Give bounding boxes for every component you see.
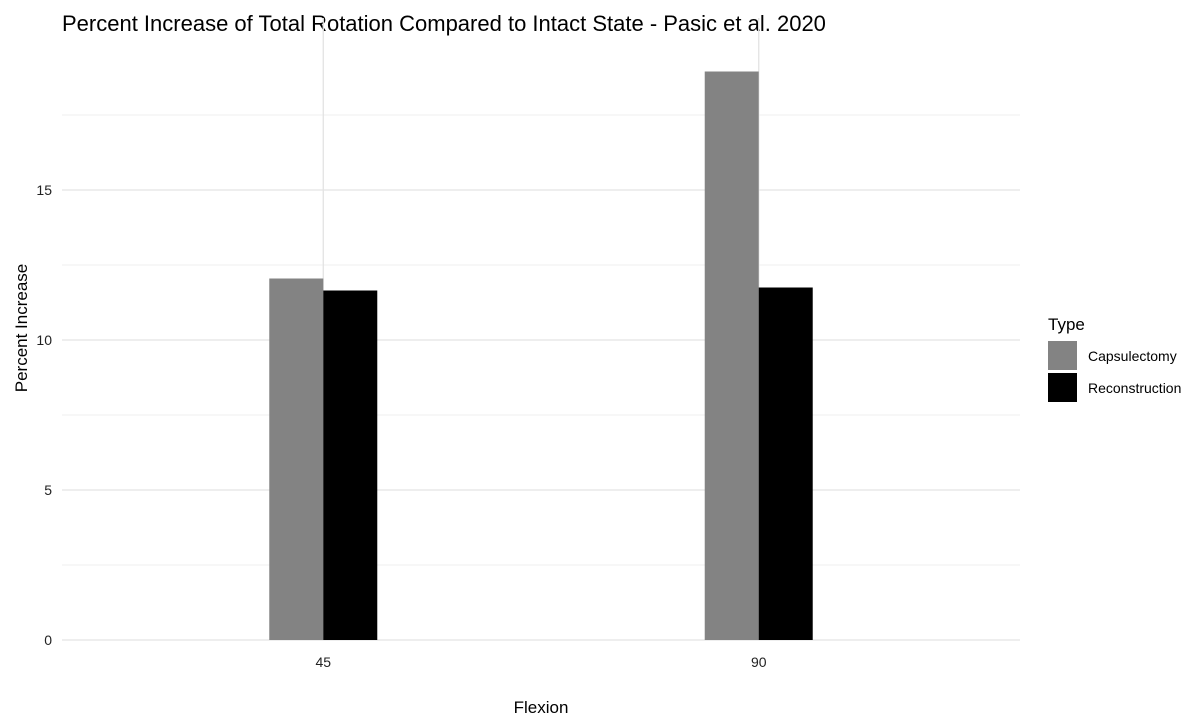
grid [62,18,1020,641]
y-axis-ticks: 0 5 10 15 [36,182,52,648]
legend-swatch-reconstruction [1048,373,1077,402]
x-axis-title: Flexion [514,698,569,716]
x-tick-label: 90 [751,654,767,670]
y-tick-label: 15 [36,182,52,198]
bar-reconstruction-90 [758,287,813,640]
legend-label-capsulectomy: Capsulectomy [1088,348,1177,364]
y-tick-label: 0 [44,632,52,648]
bar-reconstruction-45 [323,290,378,640]
legend-label-reconstruction: Reconstruction [1088,380,1181,396]
bar-capsulectomy-45 [269,278,324,640]
y-tick-label: 10 [36,332,52,348]
bars [269,71,813,640]
y-tick-label: 5 [44,482,52,498]
legend-items: Capsulectomy Reconstruction [1048,341,1181,402]
legend-title: Type [1048,315,1085,334]
legend: Type Capsulectomy Reconstruction [1048,315,1181,402]
chart-title: Percent Increase of Total Rotation Compa… [62,11,826,36]
y-axis-title: Percent Increase [12,264,31,393]
legend-swatch-capsulectomy [1048,341,1077,370]
bar-capsulectomy-90 [704,71,759,640]
x-tick-label: 45 [315,654,331,670]
x-axis-ticks: 45 90 [315,654,766,670]
